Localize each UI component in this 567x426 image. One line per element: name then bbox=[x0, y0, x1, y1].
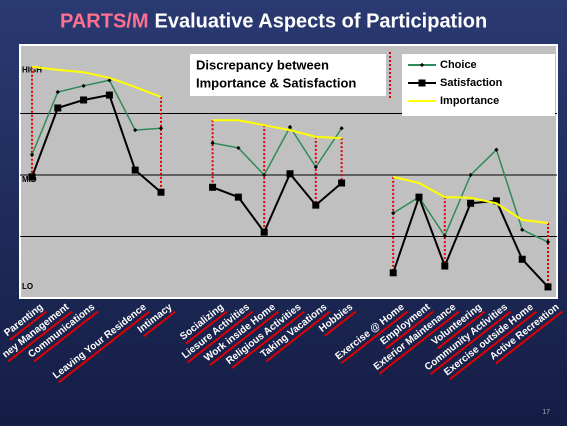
label-underline bbox=[378, 310, 460, 375]
legend-items: Choice Satisfaction Importance bbox=[408, 59, 503, 107]
annotation-box bbox=[190, 54, 386, 96]
legend-label: Satisfaction bbox=[440, 77, 503, 89]
legend-marker bbox=[418, 79, 426, 87]
marker bbox=[81, 83, 86, 88]
label-underline bbox=[142, 310, 176, 338]
label-underline bbox=[9, 310, 47, 341]
label-underline bbox=[324, 310, 357, 337]
marker bbox=[133, 127, 138, 133]
label-underline bbox=[495, 310, 563, 365]
marker bbox=[80, 96, 88, 104]
marker bbox=[158, 126, 164, 131]
label-underline bbox=[209, 310, 280, 366]
label-underline bbox=[265, 310, 331, 363]
series-line bbox=[31, 65, 162, 98]
marker bbox=[105, 91, 113, 99]
marker bbox=[29, 152, 35, 157]
marker bbox=[518, 255, 526, 263]
series-line bbox=[212, 119, 342, 140]
marker bbox=[313, 164, 318, 170]
label-underline bbox=[185, 310, 228, 345]
legend-label: Importance bbox=[440, 95, 499, 107]
y-tick-label: LO bbox=[22, 282, 33, 291]
marker bbox=[338, 179, 346, 187]
marker bbox=[262, 172, 267, 178]
marker bbox=[442, 233, 447, 239]
annotation: Importance & Satisfaction bbox=[196, 75, 356, 90]
series-line bbox=[212, 125, 343, 177]
marker bbox=[209, 183, 217, 191]
series-line bbox=[31, 93, 162, 193]
marker bbox=[286, 170, 294, 178]
marker bbox=[54, 104, 62, 112]
chart-title: Evaluative Aspects of Participation bbox=[155, 10, 488, 32]
marker bbox=[157, 188, 165, 196]
marker bbox=[544, 283, 552, 291]
marker bbox=[55, 89, 60, 95]
series-line bbox=[31, 79, 162, 155]
series-line bbox=[212, 171, 343, 235]
label-underline bbox=[231, 310, 305, 369]
marker bbox=[391, 211, 396, 216]
label-underline bbox=[436, 310, 486, 350]
marker bbox=[260, 228, 268, 236]
label-underline bbox=[58, 310, 151, 384]
marker bbox=[28, 173, 36, 181]
legend-label: Choice bbox=[440, 59, 477, 71]
series-line bbox=[392, 175, 549, 224]
label-underline bbox=[385, 310, 434, 350]
title-highlight: PARTS/M bbox=[60, 10, 149, 32]
marker bbox=[312, 201, 320, 209]
label-underline bbox=[33, 310, 99, 363]
marker bbox=[494, 147, 499, 152]
marker bbox=[389, 269, 397, 277]
label-underline bbox=[429, 310, 512, 376]
marker bbox=[210, 140, 215, 146]
label-underline bbox=[7, 310, 73, 363]
marker bbox=[441, 262, 449, 270]
marker bbox=[234, 193, 242, 201]
marker bbox=[415, 193, 423, 201]
label-underline bbox=[187, 310, 254, 364]
annotation: Discrepancy between bbox=[196, 57, 329, 72]
y-tick-label: HIGH bbox=[22, 66, 42, 75]
label-underline bbox=[449, 310, 538, 381]
page-number: 17 bbox=[542, 409, 550, 416]
marker bbox=[545, 239, 551, 245]
marker bbox=[520, 227, 525, 232]
marker bbox=[131, 166, 139, 174]
marker bbox=[467, 199, 475, 207]
marker bbox=[492, 197, 500, 205]
marker bbox=[236, 145, 241, 151]
marker bbox=[468, 172, 473, 178]
label-underline bbox=[340, 310, 409, 365]
